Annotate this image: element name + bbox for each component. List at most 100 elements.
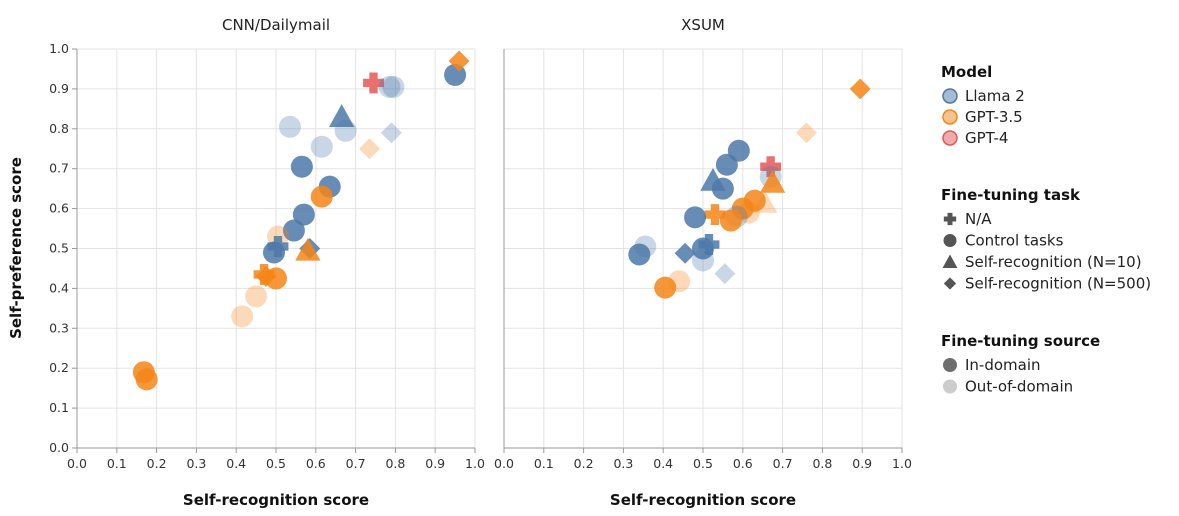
data-point <box>692 249 714 272</box>
panel-cnn-dailymail: 0.0 0.1 0.2 0.3 0.4 0.5 0.6 0.7 0.8 0.9 1.0 0.0 0.1 0… <box>49 16 485 509</box>
data-point <box>692 237 714 260</box>
data-point <box>378 75 401 98</box>
x-tick-label: 0.4 <box>226 456 246 471</box>
data-point <box>628 243 651 266</box>
data-point <box>382 75 405 98</box>
legend-title: Fine-tuning source <box>941 332 1100 350</box>
x-axis-title: Self-recognition score <box>610 491 796 509</box>
legend-label: N/A <box>965 210 992 228</box>
x-tick-label: 0.3 <box>613 456 633 471</box>
data-point <box>704 204 726 226</box>
legend-label: GPT-4 <box>965 129 1008 147</box>
data-point <box>310 135 333 158</box>
legend: Model Llama 2 GPT-3.5 GPT-4 Fine-tuning task… <box>941 63 1151 396</box>
data-point <box>263 241 286 264</box>
data-point <box>737 201 760 224</box>
data-point <box>760 170 786 193</box>
data-point <box>329 104 355 127</box>
x-tick-label: 0.3 <box>186 456 206 471</box>
data-point <box>380 122 402 144</box>
legend-label: GPT-3.5 <box>965 108 1023 126</box>
y-tick-label: 0.5 <box>49 241 69 256</box>
legend-label: Self-recognition (N=10) <box>965 253 1142 271</box>
x-tick-label: 0.6 <box>306 456 326 471</box>
legend-shape-cross <box>943 212 957 226</box>
legend-title: Fine-tuning task <box>941 186 1081 204</box>
y-tick-label: 0.6 <box>49 201 69 216</box>
data-point <box>290 155 313 178</box>
x-tick-label: 0.1 <box>107 456 127 471</box>
panel-title: XSUM <box>681 16 725 34</box>
data-point <box>796 122 817 144</box>
x-tick-label: 0.9 <box>852 456 872 471</box>
data-point <box>684 206 707 229</box>
data-point <box>310 185 333 208</box>
x-tick-label: 0.4 <box>653 456 673 471</box>
y-tick-label: 0.0 <box>49 440 69 455</box>
y-tick-label: 0.7 <box>49 161 69 176</box>
x-tick-label: 0.6 <box>733 456 753 471</box>
panel-title: CNN/Dailymail <box>222 16 330 34</box>
y-tick-label: 0.2 <box>49 360 69 375</box>
data-point <box>334 119 357 142</box>
panel-xsum: 0.0 0.1 0.2 0.3 0.4 0.5 0.6 0.7 0.8 0.9 1.0 XSUM Sel… <box>494 16 912 509</box>
x-tick-label: 0.5 <box>266 456 286 471</box>
x-tick-label: 0.5 <box>693 456 713 471</box>
data-points <box>132 50 470 391</box>
data-point <box>714 263 736 285</box>
data-point <box>711 177 734 200</box>
y-tick-label: 0.9 <box>49 81 69 96</box>
legend-swatch <box>942 88 958 104</box>
legend-label: In-domain <box>965 356 1041 374</box>
y-tick-label: 0.4 <box>49 280 69 295</box>
y-tick-label: 0.3 <box>49 320 69 335</box>
data-point <box>363 72 384 94</box>
legend-shape-circle <box>943 234 957 247</box>
x-tick-label: 0.8 <box>385 456 405 471</box>
legend-swatch <box>943 379 957 394</box>
data-point <box>359 138 380 160</box>
x-tick-label: 0.2 <box>574 456 594 471</box>
x-tick-label: 0.7 <box>773 456 793 471</box>
data-point <box>752 189 778 213</box>
data-point <box>265 267 287 290</box>
x-tick-label: 0.7 <box>346 456 366 471</box>
data-point <box>278 115 301 138</box>
x-tick-label: 0.0 <box>67 456 87 471</box>
data-point <box>719 209 742 232</box>
legend-label: Out-of-domain <box>965 378 1073 396</box>
data-point <box>674 242 696 264</box>
data-points <box>628 78 871 299</box>
data-point <box>292 203 315 226</box>
data-point <box>849 78 871 100</box>
data-point <box>654 276 677 299</box>
data-point <box>231 305 254 328</box>
legend-swatch <box>942 130 958 146</box>
legend-label: Self-recognition (N=500) <box>965 275 1151 293</box>
legend-label: Control tasks <box>965 232 1064 250</box>
data-point <box>448 50 470 72</box>
x-tick-label: 0.8 <box>812 456 832 471</box>
x-tick-label: 0.1 <box>534 456 554 471</box>
y-tick-label: 1.0 <box>49 41 69 56</box>
y-axis-title: Self-preference score <box>7 157 25 339</box>
legend-label: Llama 2 <box>965 87 1025 105</box>
x-tick-label: 1.0 <box>465 456 485 471</box>
legend-swatch <box>943 358 957 372</box>
x-tick-label: 0.9 <box>425 456 445 471</box>
data-point <box>760 156 782 178</box>
legend-title: Model <box>941 63 992 81</box>
x-tick-label: 1.0 <box>892 456 912 471</box>
y-tick-label: 0.8 <box>49 121 69 136</box>
legend-swatch <box>942 109 958 125</box>
legend-shape-diamond <box>943 277 957 290</box>
x-axis-title: Self-recognition score <box>183 491 369 509</box>
legend-shape-triangle <box>942 254 958 268</box>
x-tick-label: 0.0 <box>494 456 514 471</box>
data-point <box>295 237 321 261</box>
y-tick-label: 0.1 <box>49 400 69 415</box>
data-point <box>715 153 738 176</box>
x-tick-label: 0.2 <box>147 456 167 471</box>
plot-panels: 0.0 0.1 0.2 0.3 0.4 0.5 0.6 0.7 0.8 0.9 1.00.00.10… <box>49 16 912 509</box>
